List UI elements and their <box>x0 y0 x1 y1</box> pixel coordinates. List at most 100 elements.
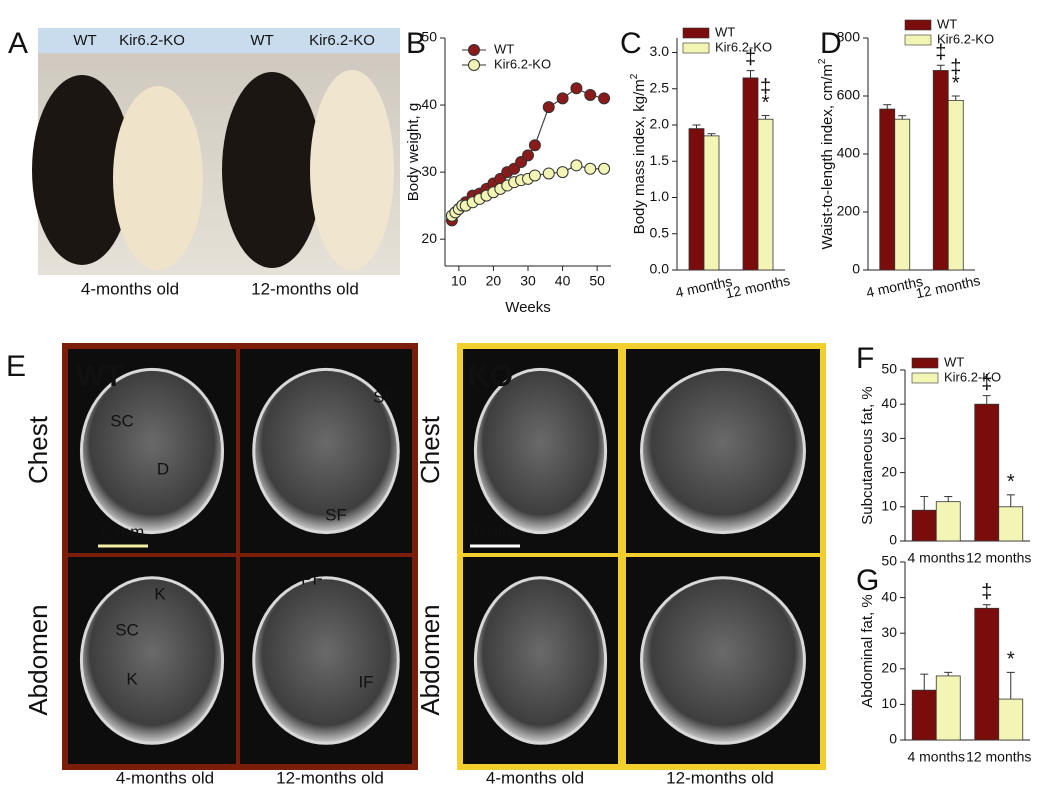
scale-label: 5 mm <box>102 522 145 541</box>
legend-swatch <box>904 19 932 31</box>
point <box>556 166 569 179</box>
annotation: ‡ <box>935 42 946 64</box>
mri-title: KO <box>468 360 513 393</box>
bar <box>703 135 720 271</box>
row-label: Chest <box>415 415 445 484</box>
y-tick-label: 0.5 <box>650 224 670 240</box>
annotation: * <box>762 92 770 114</box>
mri-body <box>473 367 608 535</box>
y-tick-label: 200 <box>837 203 861 219</box>
mri-caption: 12-months old <box>666 768 774 787</box>
bar <box>742 77 759 271</box>
point <box>542 101 555 114</box>
mouse <box>32 75 132 265</box>
annotation: ‡ <box>950 56 961 78</box>
annotation: ‡ <box>760 76 771 98</box>
y-tick-label: 20 <box>881 660 897 676</box>
point <box>598 92 611 105</box>
point <box>542 167 555 180</box>
y-axis-label: Waist-to-length index, cm/m2 <box>817 58 836 249</box>
panel-letter: F <box>856 342 874 375</box>
legend-label: WT <box>494 41 514 56</box>
y-tick-label: 30 <box>881 429 897 445</box>
y-axis-label: Abdominal fat, % <box>859 594 876 707</box>
point <box>570 159 583 172</box>
y-tick-label: 40 <box>881 395 897 411</box>
point <box>522 149 534 162</box>
y-tick-label: 0 <box>889 532 897 548</box>
mri-body <box>640 576 806 745</box>
bar <box>935 501 961 542</box>
y-axis-label-text: Waist-to-length index, cm/m <box>819 64 836 249</box>
bar <box>935 675 961 741</box>
photo-label: Kir6.2-KO <box>119 32 185 49</box>
mri-tag: PF <box>301 569 323 588</box>
scale-label: 5 mm <box>474 522 517 541</box>
bar <box>688 128 705 271</box>
y-tick-label: 20 <box>881 463 897 479</box>
y-tick-label: 10 <box>881 695 897 711</box>
y-tick-label: 30 <box>421 163 437 179</box>
bar <box>947 99 964 271</box>
y-tick-label: 1.0 <box>650 188 670 204</box>
panel-letter: B <box>406 27 426 60</box>
point <box>528 139 541 152</box>
annotation: ‡ <box>745 47 756 69</box>
y-axis-label: Body weight, g <box>405 103 422 201</box>
legend-label: Kir6.2-KO <box>494 56 551 71</box>
bar <box>757 118 774 271</box>
y-tick-label: 800 <box>837 29 861 45</box>
legend-swatch <box>904 34 932 46</box>
point <box>584 162 597 175</box>
bar <box>998 506 1024 542</box>
annotation: * <box>952 72 960 94</box>
x-tick-label: 20 <box>486 273 502 289</box>
mri-tag: D <box>157 459 169 478</box>
mri-caption: 4-months old <box>486 768 584 787</box>
mri-body <box>79 576 225 745</box>
bar <box>894 118 911 271</box>
mri-caption: 12-months old <box>276 768 384 787</box>
legend-marker <box>468 59 480 71</box>
mri-tag: K <box>154 584 166 603</box>
legend-label: WT <box>944 354 964 369</box>
y-tick-label: 50 <box>881 553 897 569</box>
photo-label: WT <box>73 32 96 49</box>
mouse <box>222 72 322 268</box>
y-tick-label: 600 <box>837 87 861 103</box>
mri-body <box>473 576 608 745</box>
annotation: ‡ <box>981 372 992 394</box>
x-tick-label: 30 <box>520 273 536 289</box>
panel-letter: A <box>8 27 28 60</box>
bar <box>879 108 896 271</box>
x-tick-label: 50 <box>589 273 605 289</box>
bar <box>911 509 937 542</box>
x-tick-label: 40 <box>555 273 571 289</box>
mri-title: WT <box>76 360 123 393</box>
legend-swatch <box>911 357 939 369</box>
mri-caption: 4-months old <box>116 768 214 787</box>
mri-tag: IF <box>358 672 373 691</box>
legend-swatch <box>682 42 710 54</box>
x-tick-label: 12 months <box>724 272 791 301</box>
mri-body <box>252 367 400 535</box>
x-tick-label: 4 months <box>907 550 965 566</box>
mri-tag: SF <box>325 505 347 524</box>
bar <box>911 689 937 741</box>
legend-label: WT <box>715 24 735 39</box>
panel-letter: C <box>620 27 642 60</box>
legend-swatch <box>682 27 710 39</box>
legend-marker <box>468 44 480 56</box>
row-label: Abdomen <box>23 604 53 715</box>
y-tick-label: 40 <box>881 588 897 604</box>
row-label: Chest <box>23 415 53 484</box>
y-tick-label: 10 <box>881 498 897 514</box>
y-axis-label-text: Body weight, g <box>405 103 422 201</box>
y-axis-label-text: Body mass index, kg/m <box>631 79 648 234</box>
bar <box>974 607 1000 741</box>
y-tick-label: 2.0 <box>650 116 670 132</box>
mri-tag: SC <box>115 620 139 639</box>
x-tick-label: 12 months <box>966 749 1031 765</box>
